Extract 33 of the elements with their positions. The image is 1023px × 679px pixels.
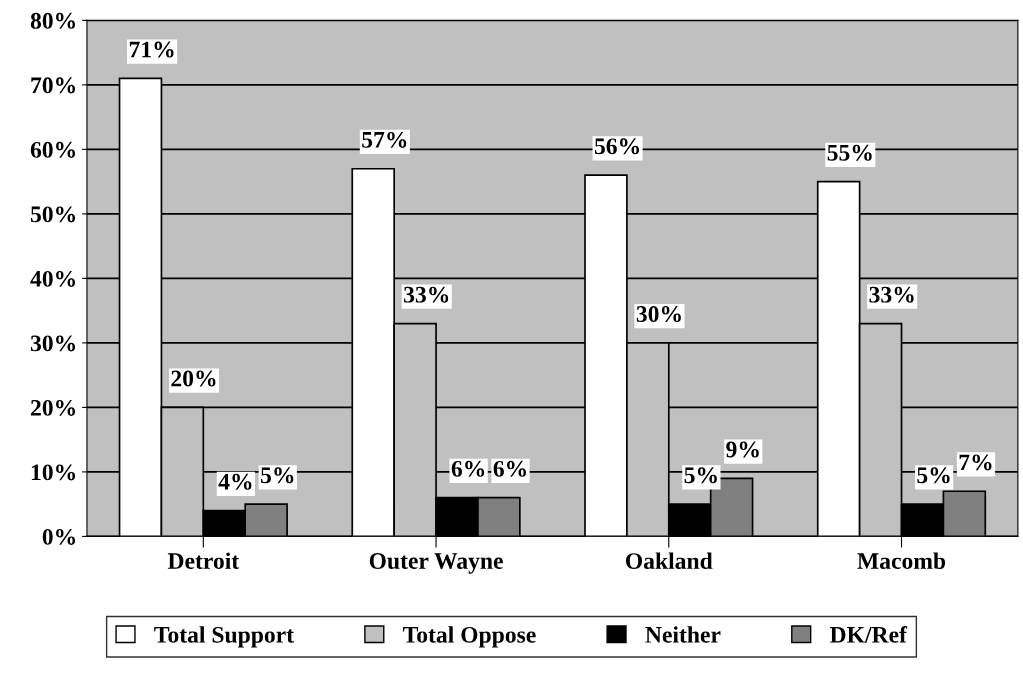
data-label: 5% [261, 467, 294, 484]
data-label: 20% [171, 370, 216, 387]
y-tick-label: 10% [31, 464, 76, 481]
data-label: 5% [917, 467, 950, 484]
y-tick-label: 40% [30, 270, 76, 287]
x-tick-label: Outer Wayne [369, 553, 503, 574]
data-label: 57% [362, 131, 407, 148]
y-tick-label: 70% [31, 77, 76, 94]
x-tick-label: Macomb [857, 552, 946, 569]
data-label: 33% [404, 286, 449, 303]
y-tick-label: 0% [42, 528, 76, 545]
data-label: 55% [827, 144, 872, 161]
legend-label: Total Support [154, 626, 294, 648]
data-label: 4% [218, 473, 252, 490]
data-label: 9% [726, 441, 759, 458]
x-tick-label: Oakland [625, 552, 713, 569]
y-tick-label: 60% [30, 141, 76, 158]
y-tick-label: 20% [31, 399, 76, 416]
data-label: 7% [959, 454, 992, 471]
data-label: 6% [451, 460, 485, 477]
data-label: 71% [129, 41, 174, 58]
data-label: 33% [869, 286, 914, 303]
legend-label: DK/Ref [829, 625, 908, 643]
data-label: 6% [493, 460, 527, 477]
y-tick-label: 50% [30, 206, 76, 223]
data-label: 56% [594, 138, 639, 155]
legend-label: Neither [645, 626, 721, 643]
y-tick-label: 30% [30, 335, 76, 352]
data-label: 30% [636, 306, 681, 323]
x-tick-label: Detroit [167, 552, 240, 569]
y-tick-label: 80% [30, 12, 76, 29]
legend-label: Total Oppose [403, 626, 536, 648]
data-label: 5% [684, 467, 717, 484]
